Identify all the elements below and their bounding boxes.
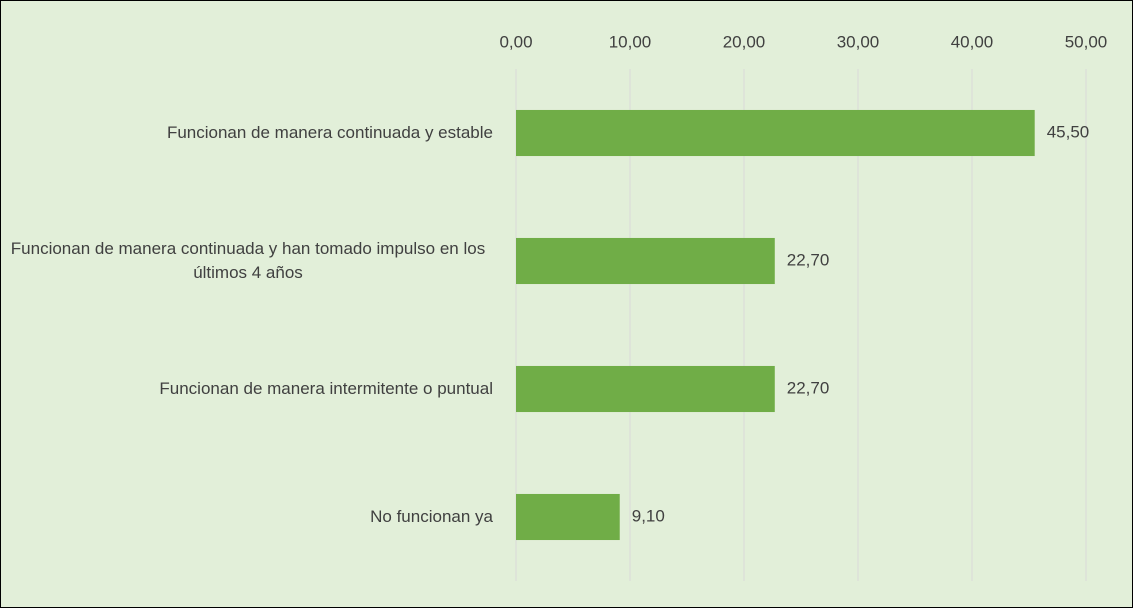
value-label: 22,70 (787, 378, 830, 397)
x-tick-label: 30,00 (837, 32, 880, 51)
x-tick-label: 50,00 (1065, 32, 1108, 51)
x-tick-label: 0,00 (499, 32, 532, 51)
x-tick-label: 40,00 (951, 32, 994, 51)
x-tick-label: 20,00 (723, 32, 766, 51)
bar (516, 493, 620, 541)
category-text: Funcionan de manera intermitente o puntu… (159, 379, 493, 398)
bar (516, 109, 1035, 157)
value-label: 22,70 (787, 250, 830, 269)
value-label: 9,10 (632, 506, 665, 525)
x-tick-label: 10,00 (609, 32, 652, 51)
bar (516, 365, 775, 413)
category-label: Funcionan de manera continuada y estable (3, 121, 493, 145)
category-text: Funcionan de manera continuada y han tom… (10, 239, 486, 282)
category-label: No funcionan ya (3, 505, 493, 529)
bar (516, 237, 775, 285)
category-label: Funcionan de manera intermitente o puntu… (3, 377, 493, 401)
value-label: 45,50 (1047, 122, 1090, 141)
category-label: Funcionan de manera continuada y han tom… (3, 237, 493, 285)
category-text: Funcionan de manera continuada y estable (166, 123, 493, 142)
category-text: No funcionan ya (370, 507, 493, 526)
